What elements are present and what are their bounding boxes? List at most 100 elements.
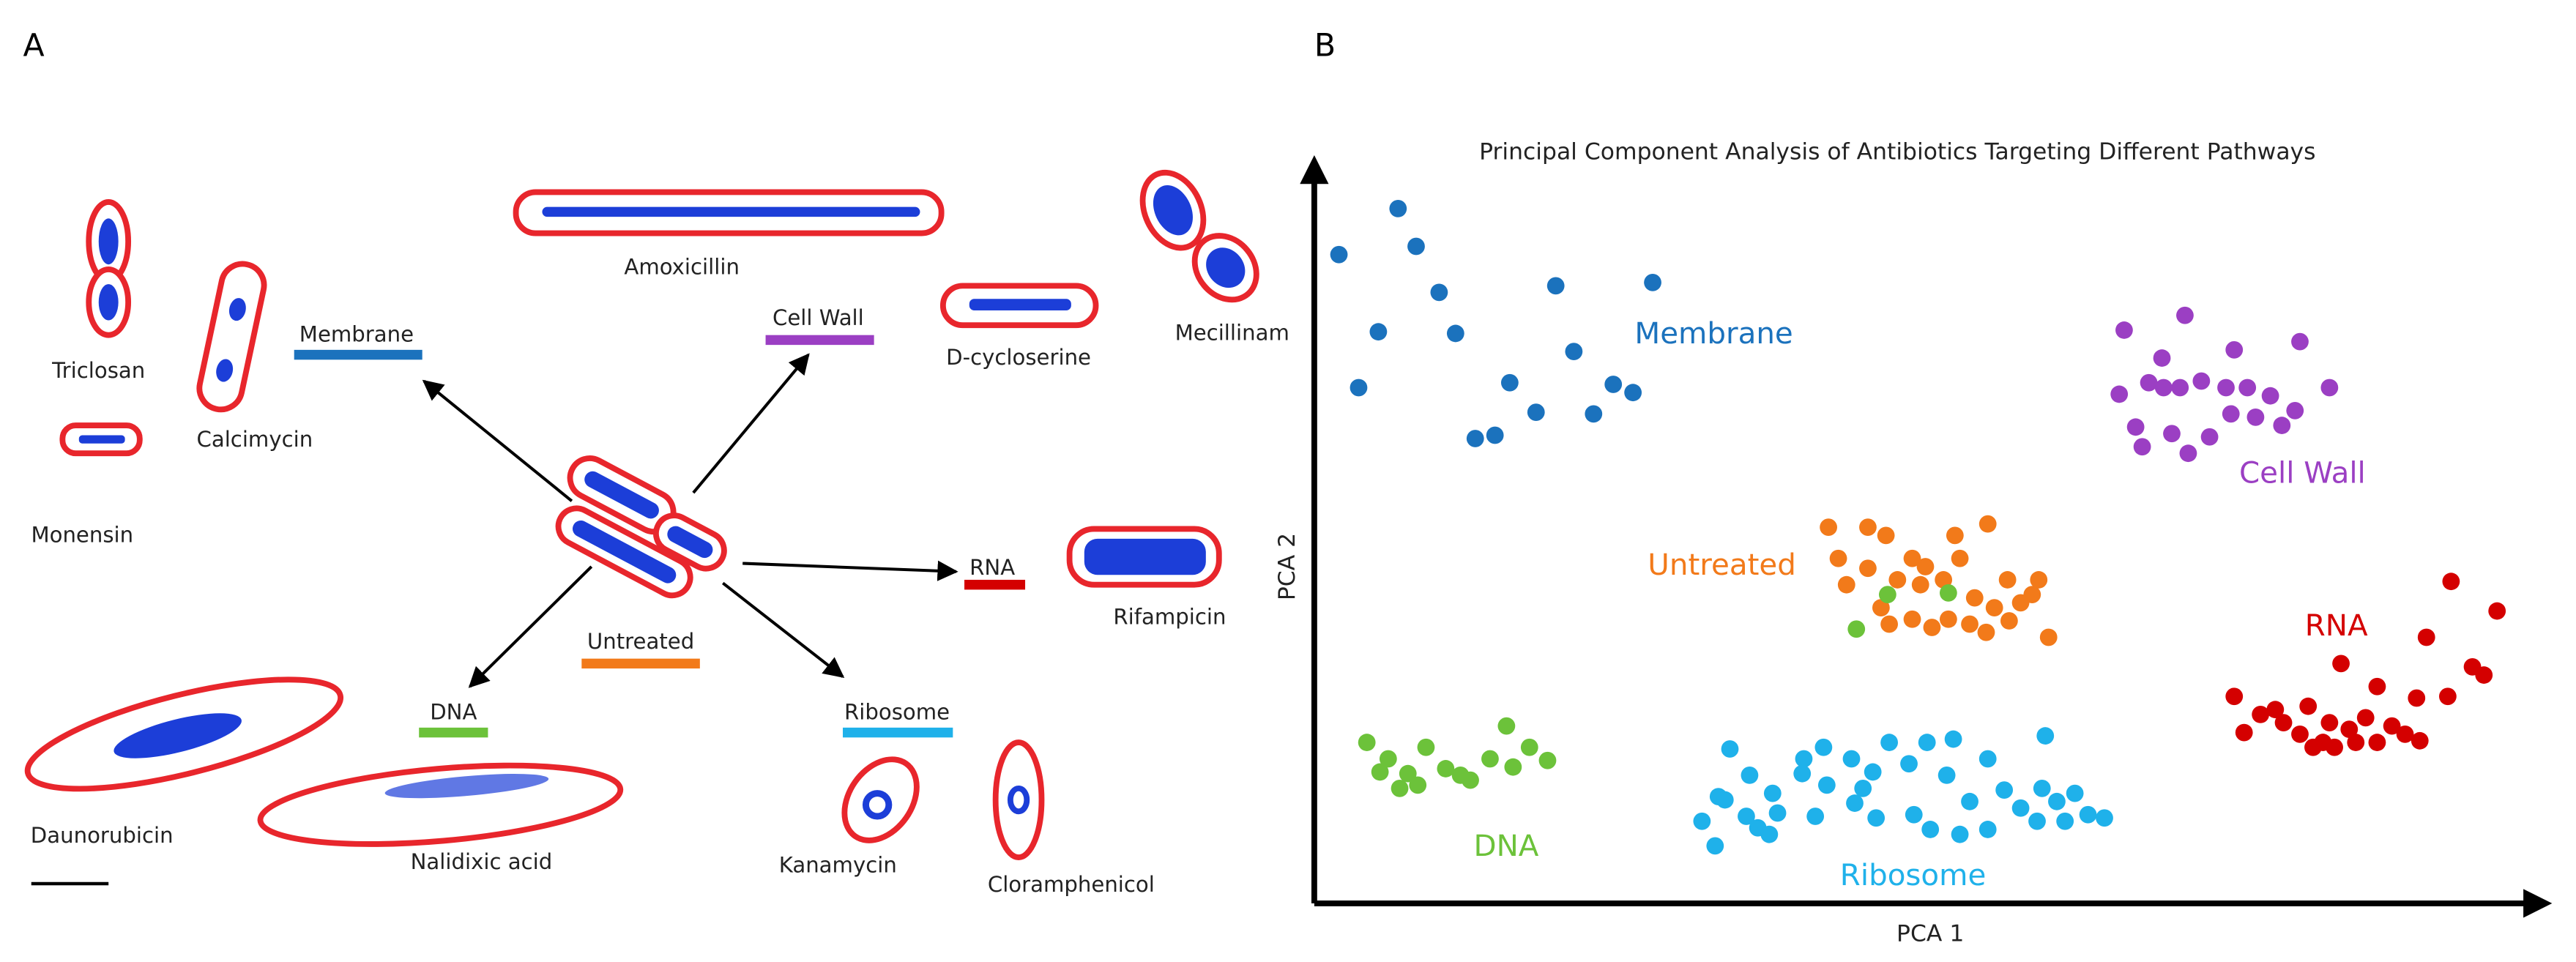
data-point xyxy=(1716,791,1734,809)
data-point xyxy=(1644,273,1661,291)
pathway-label: Untreated xyxy=(587,629,694,654)
data-point xyxy=(2238,379,2257,397)
data-point xyxy=(1585,405,1603,423)
data-point xyxy=(1330,245,1348,264)
panel-label: B xyxy=(1314,27,1336,64)
data-point xyxy=(1923,619,1941,636)
data-point xyxy=(2273,417,2291,434)
data-point xyxy=(1706,837,1724,855)
data-point xyxy=(1937,767,1956,784)
data-point xyxy=(1911,575,1929,594)
data-point xyxy=(1462,771,1479,789)
data-point xyxy=(1481,750,1499,768)
data-point xyxy=(2217,379,2235,397)
data-point xyxy=(1760,825,1779,843)
data-point xyxy=(1985,599,2003,616)
data-point xyxy=(1500,373,1519,392)
data-point xyxy=(2056,812,2074,830)
data-point xyxy=(2115,321,2133,339)
data-point xyxy=(1369,323,1388,341)
data-point xyxy=(2396,725,2414,743)
data-point xyxy=(1867,809,1886,827)
data-point xyxy=(1738,808,1755,825)
data-point xyxy=(2011,799,2030,817)
data-point xyxy=(2225,340,2244,359)
data-point xyxy=(2442,573,2460,591)
data-point xyxy=(2033,779,2051,797)
drug-label: Kanamycin xyxy=(779,852,897,877)
data-point xyxy=(2266,701,2285,719)
data-point xyxy=(2356,709,2375,727)
data-point xyxy=(2222,405,2240,423)
data-point xyxy=(2030,571,2048,589)
data-point xyxy=(1820,518,1837,537)
data-point xyxy=(1961,615,1978,633)
drug-label: Monensin xyxy=(31,522,133,547)
data-point xyxy=(2417,628,2435,646)
pathway-bar xyxy=(294,349,422,360)
data-point xyxy=(2320,379,2339,397)
x-axis-label: PCA 1 xyxy=(1896,921,1964,947)
pathway-bar xyxy=(419,727,488,738)
drug-label: Rifampicin xyxy=(1113,605,1226,630)
pathway-bar xyxy=(581,658,700,669)
data-point xyxy=(2320,714,2339,732)
data-point xyxy=(2368,677,2386,696)
data-point xyxy=(2326,738,2343,756)
pathway-label: Cell Wall xyxy=(773,305,864,330)
data-point xyxy=(2048,792,2066,810)
data-point xyxy=(1817,776,1836,794)
data-point xyxy=(1693,812,1711,830)
data-point xyxy=(1391,779,1409,797)
data-point xyxy=(1446,324,1464,343)
data-point xyxy=(1998,571,2017,589)
data-point xyxy=(2488,602,2506,620)
data-point xyxy=(1961,792,1978,810)
data-point xyxy=(2192,372,2211,390)
data-point xyxy=(1721,740,1739,758)
data-point xyxy=(1417,738,1435,756)
data-point xyxy=(2066,784,2084,802)
panel-b: B Principal Component Analysis of Antibi… xyxy=(1274,27,2553,947)
data-point xyxy=(1379,750,1397,768)
data-point xyxy=(1847,620,1866,638)
data-point xyxy=(1538,751,1557,769)
data-point xyxy=(2153,349,2171,367)
data-point xyxy=(1437,760,1455,778)
data-point xyxy=(1486,426,1504,444)
data-point xyxy=(1763,784,1782,802)
data-point xyxy=(2126,418,2145,436)
data-point xyxy=(1905,805,1923,824)
data-point xyxy=(2368,734,2386,751)
pathway-bar xyxy=(964,579,1026,590)
data-point xyxy=(2096,809,2113,827)
data-point xyxy=(1546,277,1565,295)
pathway-label: DNA xyxy=(430,700,477,725)
data-point xyxy=(1880,615,1898,633)
data-point xyxy=(1527,403,1545,422)
data-point xyxy=(2438,687,2457,706)
data-point xyxy=(2274,714,2293,732)
data-point xyxy=(2235,723,2253,742)
data-point xyxy=(2079,805,2097,824)
data-point xyxy=(1903,610,1921,628)
data-point xyxy=(2332,655,2350,673)
data-point xyxy=(1939,584,1957,602)
data-point xyxy=(1900,755,1918,773)
data-point xyxy=(1407,237,1425,256)
cluster-label: Cell Wall xyxy=(2239,456,2366,491)
drug-label: Calcimycin xyxy=(196,427,313,452)
data-point xyxy=(2036,727,2055,745)
data-point xyxy=(1944,730,1962,748)
drug-label: Amoxicillin xyxy=(624,255,740,280)
data-point xyxy=(2110,385,2129,403)
data-point xyxy=(1358,734,1376,751)
data-point xyxy=(2299,697,2318,715)
data-point xyxy=(1793,764,1812,783)
data-point xyxy=(1951,825,1969,843)
data-point xyxy=(1768,804,1787,822)
data-point xyxy=(2291,332,2309,351)
pathway-bar xyxy=(843,727,953,738)
